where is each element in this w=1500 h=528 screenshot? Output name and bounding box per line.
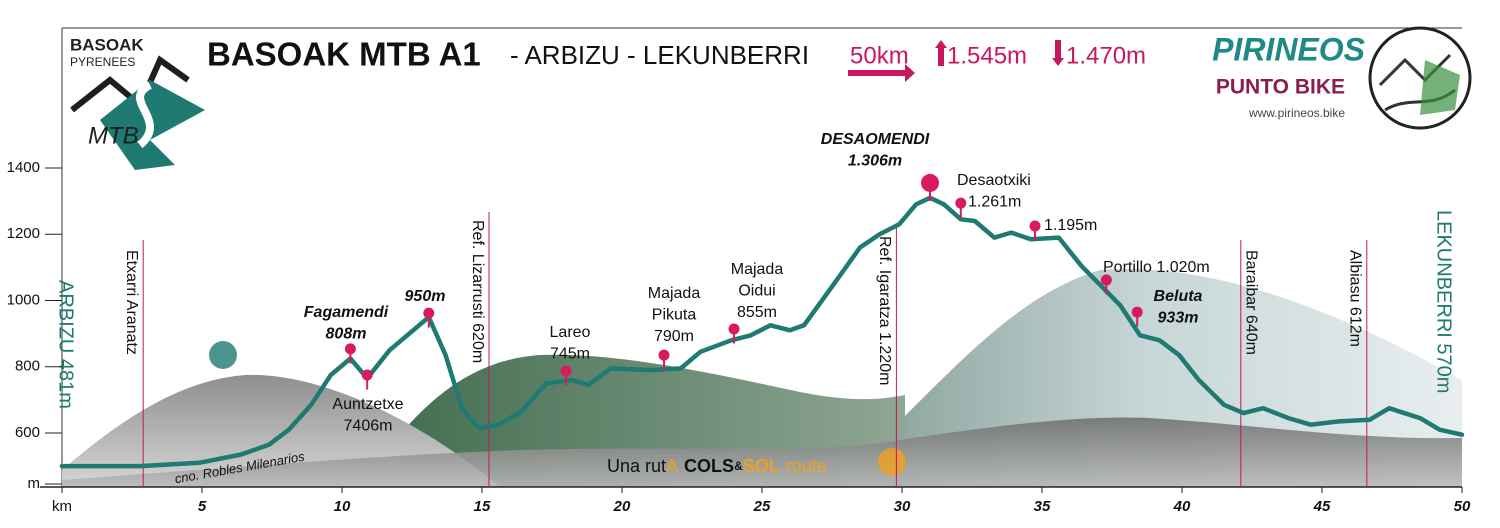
peak-pin — [560, 365, 572, 377]
peak-label: 790m — [654, 328, 694, 345]
peak-label: Portillo 1.020m — [1103, 259, 1210, 276]
reference-label: Etxarri Aranatz — [123, 250, 140, 355]
x-tick-label: 15 — [474, 498, 491, 515]
slogan-part: A — [666, 456, 678, 476]
slogan-part: Una rut — [607, 456, 666, 476]
slogan-part: COLS — [684, 456, 734, 476]
peak-pin — [955, 197, 967, 209]
title: BASOAK MTB A1 — [207, 36, 481, 73]
peak-label: Majada — [731, 261, 784, 278]
x-tick-label: km — [52, 498, 72, 515]
peak-label: DESAOMENDI — [821, 131, 930, 148]
peak-pin — [344, 343, 356, 355]
y-tick-label: 800 — [15, 358, 40, 375]
peak-pin — [728, 323, 740, 335]
peak-pin — [658, 349, 670, 361]
peak-label: 745m — [550, 346, 590, 363]
up-arrow — [935, 40, 947, 66]
peak-label: 1.306m — [848, 153, 902, 170]
peak-label: Lareo — [550, 324, 591, 341]
reference-label: Ref. Igaratza 1.220m — [876, 236, 893, 385]
brand-basoak: BASOAK — [70, 35, 144, 54]
brand-pyrenees: PYRENEES — [70, 55, 135, 69]
x-tick-label: 50 — [1454, 498, 1471, 515]
x-tick-label: 20 — [613, 498, 631, 515]
peak-label: 1.261m — [968, 194, 1021, 211]
peak-label: Oidui — [738, 283, 775, 300]
brand-url: www.pirineos.bike — [1248, 106, 1345, 120]
distance: 50km — [850, 42, 909, 69]
peak-label: Beluta — [1154, 288, 1203, 305]
peak-pin — [921, 173, 939, 192]
peak-label: Majada — [648, 285, 701, 302]
peak-label: 933m — [1158, 310, 1199, 327]
logo-curve — [136, 81, 154, 149]
reference-label: Baraibar 640m — [1243, 250, 1260, 355]
start-label: ARBIZU 481m — [55, 280, 77, 409]
subtitle: - ARBIZU - LEKUNBERRI — [510, 40, 809, 70]
brand-circle-green — [1420, 60, 1460, 115]
x-tick-label: 10 — [334, 498, 351, 515]
peak-label: Fagamendi — [304, 304, 389, 321]
cyclist-icon — [878, 448, 906, 476]
y-tick-label: 1200 — [7, 225, 40, 242]
peak-pin — [361, 369, 373, 381]
peak-pin — [1029, 220, 1041, 232]
x-tick-label: 5 — [198, 498, 207, 515]
x-tick-label: 35 — [1034, 498, 1051, 515]
brand-pirineos: PIRINEOS — [1212, 31, 1366, 67]
slogan-part: route — [786, 456, 827, 476]
peak-pin — [1100, 274, 1112, 286]
y-tick-label: m — [28, 475, 41, 492]
slogan: Una rutA COLS&SOL route — [607, 456, 827, 476]
peak-pin — [1131, 306, 1143, 318]
peak-label: Pikuta — [652, 307, 697, 324]
brand-punto-bike: PUNTO BIKE — [1216, 76, 1345, 99]
slogan-part: SOL — [743, 456, 780, 476]
brand-mtb: MTB — [88, 122, 139, 149]
x-tick-label: 45 — [1313, 498, 1331, 515]
y-tick-label: 1400 — [7, 159, 40, 176]
down-arrow — [1052, 40, 1064, 66]
peak-label: Desaotxiki — [957, 172, 1031, 189]
peak-label: Auntzetxe — [332, 396, 403, 413]
descent: 1.470m — [1066, 42, 1146, 69]
ascent: 1.545m — [947, 42, 1027, 69]
y-tick-label: 600 — [15, 424, 40, 441]
slogan-part: & — [734, 459, 743, 473]
peak-label: 950m — [405, 288, 446, 305]
distance-arrow — [848, 64, 915, 82]
x-tick-label: 40 — [1173, 498, 1191, 515]
end-label: LEKUNBERRI 570m — [1433, 210, 1455, 393]
peak-label: 7406m — [344, 418, 393, 435]
hill-dark — [62, 417, 1462, 487]
x-tick-label: 30 — [894, 498, 911, 515]
cyclist-icon — [209, 341, 237, 369]
y-tick-label: 1000 — [7, 291, 40, 308]
peak-label: 808m — [326, 326, 367, 343]
reference-label: Ref. Lizarrusti 620m — [469, 220, 486, 363]
x-tick-label: 25 — [753, 498, 771, 515]
elevation-profile — [59, 195, 1465, 469]
peak-pin — [423, 307, 435, 319]
peak-label: 855m — [737, 304, 777, 321]
peak-label: 1.195m — [1044, 217, 1097, 234]
reference-label: Albiasu 612m — [1347, 250, 1364, 347]
